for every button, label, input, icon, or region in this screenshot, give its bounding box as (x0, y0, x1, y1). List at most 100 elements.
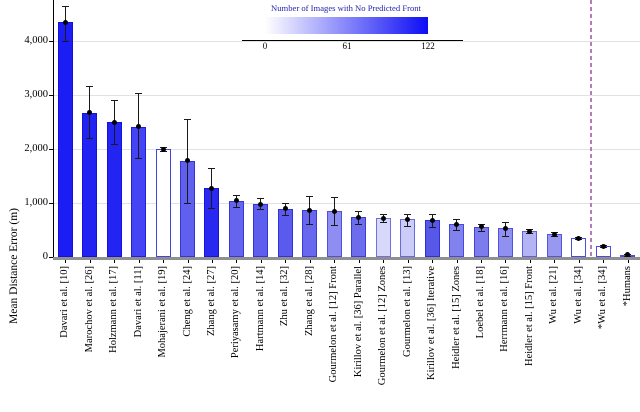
error-bar-cap-bottom (306, 223, 314, 225)
error-bar-cap-bottom (281, 214, 289, 216)
x-tick-label: Gourmelon et al. [13] (401, 266, 413, 357)
mean-dot (111, 119, 117, 125)
error-bar-cap-top (135, 93, 143, 95)
error-bar-cap-bottom (404, 226, 412, 228)
x-axis-tick (456, 260, 458, 263)
mean-dot (576, 235, 582, 241)
x-tick-label: Herrmann et al. [16] (499, 266, 511, 352)
colorbar-tick-label: 122 (421, 41, 435, 51)
x-tick-label: *Wu et al. [34] (597, 266, 609, 330)
x-tick-label: Kirillov et al. [36] Iterative (426, 266, 438, 380)
error-bar-cap-top (257, 198, 265, 200)
y-tick-label: 4,000 (24, 35, 48, 46)
x-tick-label: Davari et al. [11] (132, 266, 144, 338)
mean-dot (356, 214, 362, 220)
error-bar-cap-top (404, 214, 412, 216)
y-axis-tick (49, 95, 53, 96)
y-axis-tick (49, 149, 53, 150)
colorbar-tick-label: 0 (262, 41, 268, 51)
x-axis-tick (432, 260, 434, 263)
bar (228, 200, 244, 257)
x-tick-label: Loebel et al. [18] (475, 266, 487, 339)
x-tick-label: Heidler et al. [15] Front (523, 266, 535, 367)
y-axis-tick (49, 41, 53, 42)
x-tick-label: Periyasamy et al. [20] (230, 266, 242, 359)
y-tick-label: 2,000 (24, 143, 48, 154)
x-axis-tick (187, 260, 189, 263)
x-tick-label: Zhu et al. [32] (279, 266, 291, 327)
mean-dot (600, 243, 606, 249)
x-tick-label: Zhang et al. [28] (303, 266, 315, 336)
x-tick-label: Wu et al. [21] (548, 266, 560, 324)
mean-dot (429, 217, 435, 223)
error-bar-cap-top (428, 214, 436, 216)
x-axis-line (53, 257, 640, 260)
x-axis-tick (603, 260, 605, 263)
mean-dot (331, 208, 337, 214)
mean-dot (502, 225, 508, 231)
colorbar-gradient (265, 17, 428, 34)
x-axis-tick (309, 260, 311, 263)
x-axis-tick (163, 260, 165, 263)
error-bar-cap-top (330, 196, 338, 198)
bar (277, 208, 293, 257)
mean-dot (625, 252, 631, 258)
error-bar-cap-top (355, 210, 363, 212)
x-tick-label: Kirillov et al. [36] Parallel (352, 266, 364, 378)
gridline (53, 203, 640, 204)
mean-dot (478, 224, 484, 230)
y-tick-label: 0 (42, 251, 48, 262)
mean-dot (380, 215, 386, 221)
x-tick-label: Wu et al. [34] (572, 266, 584, 324)
x-axis-tick (334, 260, 336, 263)
bar (375, 218, 391, 257)
mean-dot (405, 216, 411, 222)
x-tick-label: Zhang et al. [27] (205, 266, 217, 336)
x-tick-label: Cheng et al. [24] (181, 266, 193, 337)
error-bar-cap-bottom (184, 203, 192, 204)
x-axis-tick (138, 260, 140, 263)
x-tick-label: Marochov et al. [26] (83, 266, 95, 353)
x-axis-tick (358, 260, 360, 263)
error-bar-cap-bottom (208, 208, 216, 210)
bar (155, 149, 171, 257)
error-bar-cap-bottom (257, 208, 265, 210)
x-tick-label: Holzmann et al. [17] (108, 266, 120, 353)
mean-dot (209, 185, 215, 191)
y-axis-spine (53, 0, 54, 260)
bar (522, 231, 538, 257)
error-bar-cap-bottom (526, 233, 534, 235)
error-bar-cap-bottom (355, 224, 363, 226)
y-axis-tick (49, 203, 53, 204)
x-axis-tick (211, 260, 213, 263)
error-bar-cap-bottom (330, 224, 338, 226)
y-tick-label: 3,000 (24, 89, 48, 100)
mean-dot (282, 206, 288, 212)
mean-dot (307, 207, 313, 213)
mean-dot (160, 146, 166, 152)
error-bar-cap-top (379, 214, 387, 216)
gridline (53, 149, 640, 150)
error-bar-cap-bottom (86, 138, 94, 140)
x-tick-label: Mohajerani et al. [19] (157, 266, 169, 358)
x-axis-tick (578, 260, 580, 263)
bar (546, 234, 562, 257)
error-bar-cap-top (306, 195, 314, 197)
x-tick-label: Hartmann et al. [14] (254, 266, 266, 352)
x-tick-label: Davari et al. [10] (59, 266, 71, 338)
error-bar-cap-bottom (135, 158, 143, 160)
bar (571, 238, 587, 257)
error-bar-cap-bottom (501, 236, 509, 238)
mean-dot (258, 201, 264, 207)
error-bar-cap-bottom (428, 227, 436, 229)
mean-dot (185, 158, 191, 164)
x-tick-label: *Humans (621, 266, 633, 307)
x-axis-tick (114, 260, 116, 263)
error-bar-cap-top (184, 119, 192, 121)
mean-dot (454, 221, 460, 227)
mean-dot (527, 228, 533, 234)
x-axis-tick (481, 260, 483, 263)
error-bar-cap-top (61, 5, 69, 7)
error-bar-cap-bottom (61, 41, 69, 42)
x-axis-tick (407, 260, 409, 263)
